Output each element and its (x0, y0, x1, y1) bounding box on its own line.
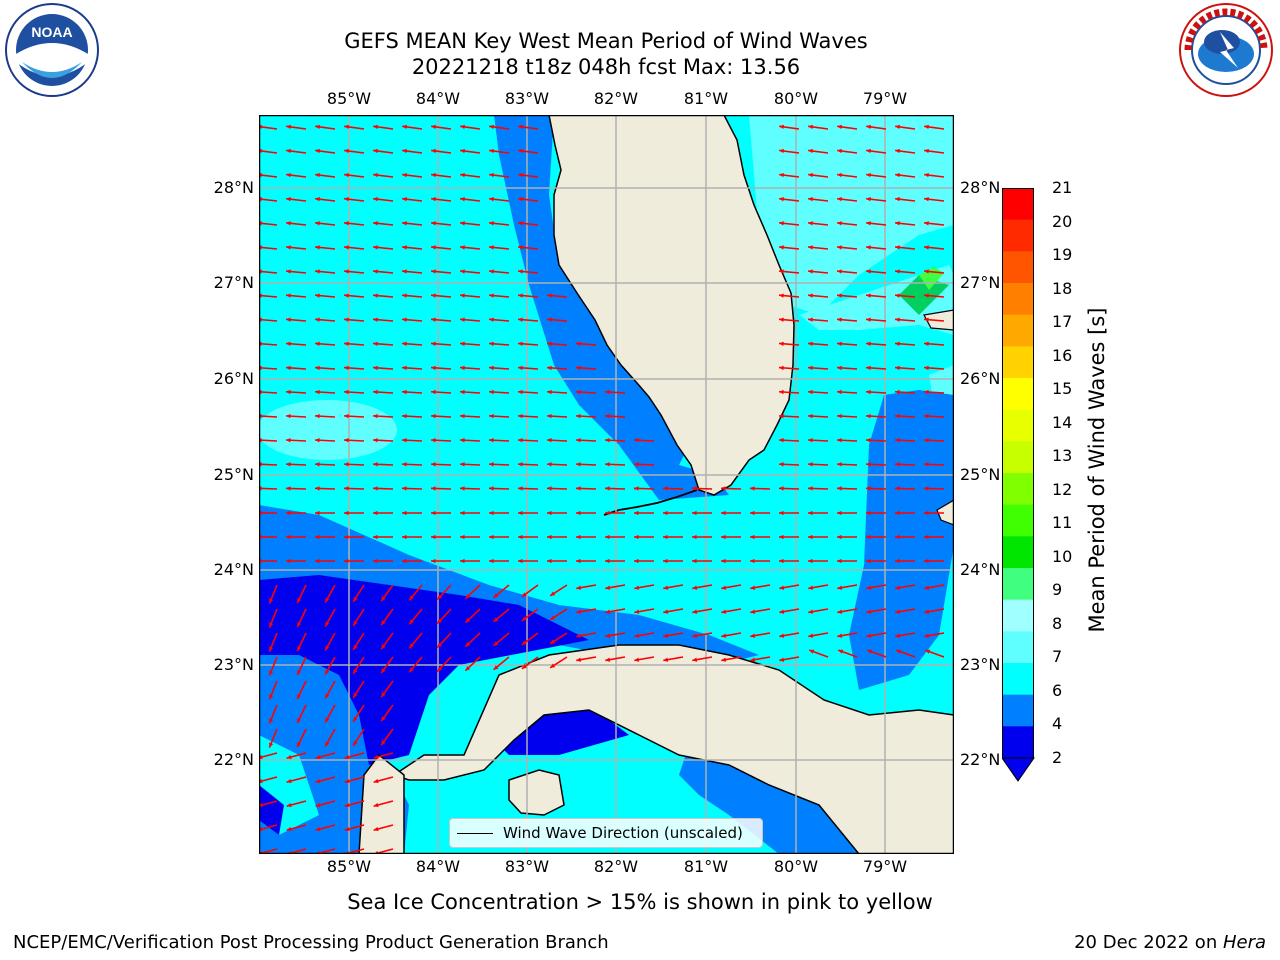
lat-label-left: 24°N (213, 560, 254, 579)
map-frame (259, 115, 954, 854)
lon-label-top: 79°W (862, 89, 908, 108)
noaa-logo-text: NOAA (31, 24, 72, 40)
colorbar-tick-label: 7 (1052, 647, 1063, 667)
colorbar-tick-label: 2 (1052, 748, 1063, 767)
lat-label-left: 27°N (213, 273, 254, 292)
colorbar-segment (1002, 251, 1034, 284)
colorbar-tick-label: 4 (1052, 714, 1063, 734)
lat-label-left: 22°N (213, 750, 254, 769)
colorbar-segment (1002, 663, 1034, 696)
colorbar-tick-label: 8 (1052, 613, 1063, 633)
wave-period-map (259, 115, 954, 854)
wind-wave-arrows (259, 124, 945, 854)
colorbar-segment (1002, 378, 1034, 411)
colorbar-segment (1002, 283, 1034, 316)
title-line-1: GEFS MEAN Key West Mean Period of Wind W… (344, 29, 868, 53)
colorbar-tick-label: 12 (1052, 479, 1073, 499)
lon-label-top: 81°W (683, 89, 729, 108)
colorbar-segment (1002, 726, 1034, 759)
lon-label-bottom: 81°W (683, 857, 729, 876)
colorbar (1002, 188, 1035, 782)
lon-label-top: 83°W (504, 89, 550, 108)
colorbar-tick-label: 21 (1052, 178, 1073, 197)
colorbar-tick-label: 20 (1052, 211, 1073, 231)
colorbar-segment (1002, 568, 1034, 601)
colorbar-tick-label: 17 (1052, 312, 1073, 332)
colorbar-tick-label: 19 (1052, 245, 1073, 265)
footer-host: Hera (1222, 932, 1266, 953)
colorbar-segment (1002, 631, 1034, 664)
lat-label-left: 25°N (213, 465, 254, 484)
sea-ice-note: Sea Ice Concentration > 15% is shown in … (347, 890, 933, 914)
footer-left: NCEP/EMC/Verification Post Processing Pr… (13, 932, 609, 953)
colorbar-segment (1002, 346, 1034, 379)
period-6-7-areas (259, 115, 954, 460)
colorbar-tick-label: 10 (1052, 546, 1073, 566)
colorbar-segment (1002, 441, 1034, 474)
lon-label-top: 82°W (593, 89, 639, 108)
colorbar-tick-label: 14 (1052, 412, 1073, 432)
legend-label: Wind Wave Direction (unscaled) (503, 824, 743, 842)
lat-label-right: 24°N (960, 560, 1001, 579)
lon-label-top: 85°W (326, 89, 372, 108)
lat-label-right: 26°N (960, 369, 1001, 388)
isle-of-youth (508, 769, 565, 816)
lon-label-bottom: 83°W (504, 857, 550, 876)
colorbar-segment (1002, 694, 1034, 727)
lat-label-left: 23°N (213, 655, 254, 674)
lon-label-top: 80°W (773, 89, 819, 108)
title-line-2: 20221218 t18z 048h fcst Max: 13.56 (411, 55, 801, 79)
footer-date: 20 Dec 2022 on (1074, 932, 1223, 953)
lon-label-bottom: 79°W (862, 857, 908, 876)
nws-logo-icon (1179, 3, 1273, 97)
lat-label-right: 23°N (960, 655, 1001, 674)
colorbar-tick-label: 13 (1052, 446, 1073, 466)
lon-label-top: 84°W (415, 89, 461, 108)
footer-right: 20 Dec 2022 on Hera (1074, 932, 1266, 953)
colorbar-tick-label: 9 (1052, 580, 1063, 600)
colorbar-label: Mean Period of Wind Waves [s] (1085, 307, 1109, 633)
lat-label-right: 27°N (960, 273, 1001, 292)
colorbar-segment (1002, 473, 1034, 506)
colorbar-tick-label: 18 (1052, 278, 1073, 298)
lat-label-left: 26°N (213, 369, 254, 388)
lat-label-left: 28°N (213, 178, 254, 197)
lat-label-right: 28°N (960, 178, 1001, 197)
colorbar-segment (1002, 188, 1034, 221)
lon-label-bottom: 84°W (415, 857, 461, 876)
colorbar-tick-label: 16 (1052, 345, 1073, 365)
colorbar-segment (1002, 219, 1034, 252)
colorbar-segment (1002, 504, 1034, 537)
lon-label-bottom: 82°W (593, 857, 639, 876)
noaa-logo-icon: NOAA (5, 3, 99, 97)
lon-label-bottom: 80°W (773, 857, 819, 876)
legend-line-icon (457, 832, 493, 834)
colorbar-tick-label: 11 (1052, 513, 1073, 533)
colorbar-tick-label: 6 (1052, 680, 1063, 700)
colorbar-segment (1002, 536, 1034, 569)
colorbar-segment (1002, 314, 1034, 347)
lat-label-right: 22°N (960, 750, 1001, 769)
colorbar-tick-label: 15 (1052, 379, 1073, 399)
bahamas-land (923, 309, 954, 526)
cuba-land (392, 644, 954, 854)
map-gridlines (259, 115, 954, 854)
colorbar-extend-arrow (1002, 757, 1035, 782)
colorbar-segment (1002, 409, 1034, 442)
lon-label-bottom: 85°W (326, 857, 372, 876)
lat-label-right: 25°N (960, 465, 1001, 484)
colorbar-segment (1002, 599, 1034, 632)
map-legend: Wind Wave Direction (unscaled) (449, 818, 763, 848)
